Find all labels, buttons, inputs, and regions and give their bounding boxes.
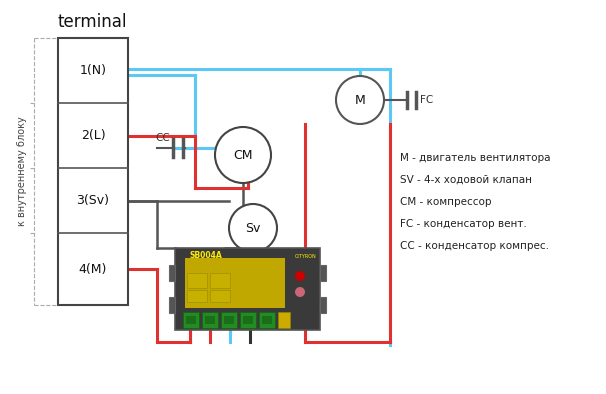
- Text: CM: CM: [233, 149, 253, 162]
- Bar: [243, 316, 253, 324]
- Bar: [186, 316, 196, 324]
- Text: 3(Sv): 3(Sv): [76, 194, 110, 207]
- Bar: [205, 316, 215, 324]
- Text: Sv: Sv: [245, 221, 261, 234]
- Text: M: M: [355, 93, 365, 106]
- Bar: [320, 265, 326, 281]
- Bar: [278, 312, 290, 328]
- Bar: [58, 38, 128, 305]
- Bar: [175, 248, 320, 330]
- Bar: [320, 297, 326, 313]
- Text: CITYRON: CITYRON: [295, 253, 317, 258]
- Text: СМ - компрессор: СМ - компрессор: [400, 197, 491, 207]
- Bar: [221, 312, 237, 328]
- Bar: [183, 312, 199, 328]
- Circle shape: [215, 127, 271, 183]
- Bar: [187, 290, 207, 302]
- Bar: [169, 265, 175, 281]
- Text: FC: FC: [420, 95, 433, 105]
- Text: SB004A: SB004A: [189, 251, 222, 260]
- Bar: [210, 290, 230, 302]
- Bar: [259, 312, 275, 328]
- Bar: [224, 316, 234, 324]
- Text: FC - конденсатор вент.: FC - конденсатор вент.: [400, 219, 527, 229]
- Text: М - двигатель вентилятора: М - двигатель вентилятора: [400, 153, 550, 163]
- Circle shape: [229, 204, 277, 252]
- Circle shape: [295, 287, 305, 297]
- Bar: [187, 273, 207, 288]
- Text: к внутреннему блоку: к внутреннему блоку: [17, 116, 27, 226]
- Circle shape: [336, 76, 384, 124]
- Bar: [262, 316, 272, 324]
- Bar: [185, 258, 285, 308]
- Text: 4(M): 4(M): [79, 262, 107, 275]
- Text: SV - 4-х ходовой клапан: SV - 4-х ходовой клапан: [400, 175, 532, 185]
- Bar: [202, 312, 218, 328]
- Text: 1(N): 1(N): [79, 64, 107, 77]
- Text: 2(L): 2(L): [81, 129, 105, 142]
- Bar: [240, 312, 256, 328]
- Text: terminal: terminal: [58, 13, 127, 31]
- Circle shape: [295, 271, 305, 281]
- Bar: [169, 297, 175, 313]
- Bar: [210, 273, 230, 288]
- Text: CC: CC: [156, 133, 170, 143]
- Text: СС - конденсатор компрес.: СС - конденсатор компрес.: [400, 241, 549, 251]
